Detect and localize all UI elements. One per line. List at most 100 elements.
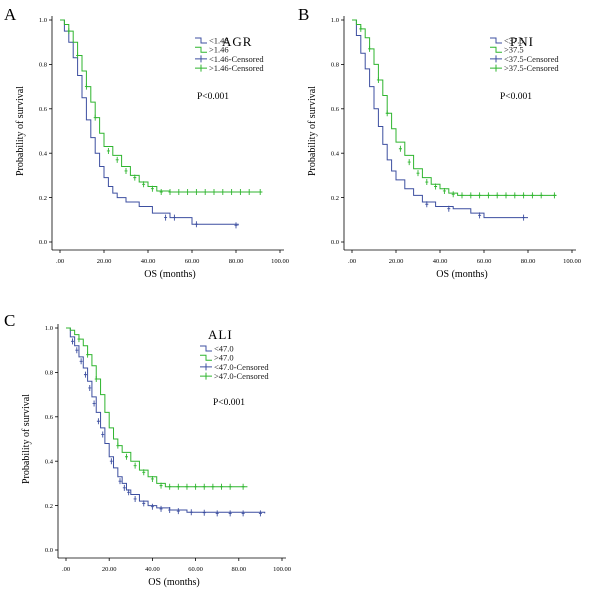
censor-mark xyxy=(215,510,219,517)
y-tick-label: 0.2 xyxy=(39,195,47,202)
y-tick-label: 0.6 xyxy=(45,414,54,421)
legend-label: >47.0-Censored xyxy=(214,371,269,381)
censor-mark xyxy=(94,376,98,383)
x-tick-label: 60.00 xyxy=(185,258,200,265)
y-tick-label: 0.2 xyxy=(45,503,53,510)
y-axis-label: Probability of survival xyxy=(307,86,318,176)
censor-mark xyxy=(460,192,464,199)
censor-mark xyxy=(447,205,451,212)
legend-label: <37.5 xyxy=(504,36,524,46)
censor-mark xyxy=(79,358,83,365)
legend-line-swatch xyxy=(490,46,502,53)
censor-mark xyxy=(469,192,473,199)
y-tick-label: 0.0 xyxy=(331,239,339,246)
censor-mark xyxy=(221,189,225,196)
legend-censor-swatch xyxy=(490,55,502,63)
censor-mark xyxy=(211,483,215,490)
p-value-annotation: P<0.001 xyxy=(197,92,229,102)
survival-curve xyxy=(352,19,557,196)
panel-letter: C xyxy=(4,311,15,330)
censor-mark xyxy=(238,189,242,196)
censor-mark xyxy=(127,489,131,496)
x-tick-label: 40.00 xyxy=(141,258,156,265)
legend-censor-swatch xyxy=(195,64,207,72)
censor-mark xyxy=(168,189,172,196)
censor-mark xyxy=(150,475,154,482)
censor-mark xyxy=(109,458,113,465)
censor-mark xyxy=(186,189,190,196)
censor-mark xyxy=(230,189,234,196)
censor-mark xyxy=(234,222,238,229)
censor-mark xyxy=(495,192,499,199)
x-tick-label: .00 xyxy=(56,258,64,265)
x-axis-label: OS (months) xyxy=(436,269,487,280)
censor-mark xyxy=(241,510,245,517)
censor-mark xyxy=(425,201,429,208)
censor-mark xyxy=(133,174,137,181)
y-tick-label: 0.0 xyxy=(45,547,53,554)
chart-title: AGR xyxy=(222,34,252,49)
censor-mark xyxy=(203,189,207,196)
censor-mark xyxy=(530,192,534,199)
censor-mark xyxy=(159,189,163,196)
censor-mark xyxy=(159,505,163,512)
y-tick-label: 0.6 xyxy=(331,106,340,113)
censor-mark xyxy=(142,500,146,507)
censor-mark xyxy=(189,509,193,516)
y-tick-label: 0.6 xyxy=(39,106,48,113)
panel-a: A 0.0 0.2 0.4 0.6 0.8 1.0 .00 20.00 40.00 60.00 80.… xyxy=(4,5,289,280)
x-tick-label: 100.00 xyxy=(271,258,289,265)
censor-mark xyxy=(84,83,88,90)
censor-mark xyxy=(486,192,490,199)
legend: <47.0>47.0<47.0-Censored>47.0-Censored xyxy=(200,344,269,381)
x-tick-label: 80.00 xyxy=(231,566,246,573)
censor-mark xyxy=(122,484,126,491)
legend-label: <1.46-Censored xyxy=(209,54,264,64)
x-tick-label: 100.00 xyxy=(273,566,291,573)
censor-mark xyxy=(150,185,154,192)
censor-mark xyxy=(159,482,163,489)
y-tick-label: 0.4 xyxy=(45,458,54,465)
censor-mark xyxy=(513,192,517,199)
legend: <1.46>1.46<1.46-Censored>1.46-Censored xyxy=(195,36,264,73)
censor-mark xyxy=(176,508,180,515)
x-tick-label: 100.00 xyxy=(563,258,581,265)
censor-mark xyxy=(75,347,79,354)
censor-mark xyxy=(241,483,245,490)
x-tick-label: .00 xyxy=(348,258,356,265)
legend-censor-swatch xyxy=(200,363,212,371)
y-tick-label: 0.0 xyxy=(39,239,47,246)
censor-mark xyxy=(168,483,172,490)
legend-censor-swatch xyxy=(195,55,207,63)
censor-mark xyxy=(106,147,110,154)
legend-label: >1.46 xyxy=(209,45,229,55)
censor-mark xyxy=(202,483,206,490)
censor-mark xyxy=(142,469,146,476)
legend-line-swatch xyxy=(200,345,212,352)
legend-line-swatch xyxy=(195,46,207,53)
censor-mark xyxy=(376,76,380,83)
legend-label: <1.46 xyxy=(209,36,229,46)
y-tick-label: 0.8 xyxy=(45,370,53,377)
censor-mark xyxy=(539,192,543,199)
censor-mark xyxy=(194,483,198,490)
legend-label: >37.5-Censored xyxy=(504,63,559,73)
survival-curve xyxy=(60,19,263,193)
x-tick-label: .00 xyxy=(62,566,70,573)
x-axis-label: OS (months) xyxy=(144,269,195,280)
censor-mark xyxy=(212,189,216,196)
censor-mark xyxy=(228,483,232,490)
censor-mark xyxy=(478,212,482,219)
p-value-annotation: P<0.001 xyxy=(213,398,245,408)
censor-mark xyxy=(522,192,526,199)
censor-mark xyxy=(101,431,105,438)
censor-mark xyxy=(258,510,262,517)
y-tick-label: 1.0 xyxy=(39,17,47,24)
censor-mark xyxy=(88,384,92,391)
censor-mark xyxy=(133,462,137,469)
legend-censor-swatch xyxy=(490,64,502,72)
censor-mark xyxy=(228,510,232,517)
y-tick-label: 0.8 xyxy=(331,62,339,69)
x-tick-label: 40.00 xyxy=(433,258,448,265)
